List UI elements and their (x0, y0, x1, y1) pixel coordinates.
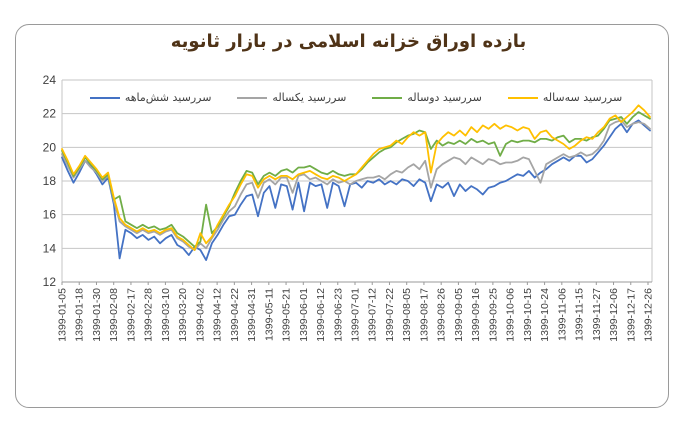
x-axis-tick-label: 1399-08-05 (401, 288, 413, 342)
x-axis-tick-label: 1399-07-12 (367, 288, 379, 342)
series-line (61, 111, 651, 248)
x-axis-tick-label: 1399-12-17 (625, 288, 637, 342)
y-axis-tick-label: 24 (43, 73, 57, 87)
x-axis-tick-label: 1399-08-26 (436, 288, 448, 342)
legend-item-0: سررسید شش‌ماهه (89, 91, 212, 104)
x-axis-tick-label: 1399-04-31 (246, 288, 258, 342)
chart-legend: سررسید شش‌ماهه سررسید یکساله سررسید دوساله… (70, 91, 642, 104)
x-axis-tick-label: 1399-10-15 (522, 288, 534, 342)
chart-title: بازده اوراق خزانه اسلامی در بازار ثانویه (170, 31, 527, 52)
x-axis-tick-label: 1399-06-12 (315, 288, 327, 342)
legend-item-label: سررسید شش‌ماهه (124, 91, 212, 104)
x-axis-tick-label: 1399-09-05 (453, 288, 465, 342)
legend-key-line (237, 96, 268, 99)
series-line (61, 119, 651, 262)
y-axis-tick-label: 16 (43, 208, 57, 222)
legend-item-label: سررسید دوساله (407, 91, 482, 104)
y-axis-tick-label: 18 (43, 174, 57, 188)
x-axis-tick-label: 1399-06-23 (332, 288, 344, 342)
x-axis-tick-label: 1399-01-30 (91, 288, 103, 342)
legend-key-line (372, 96, 403, 99)
x-axis-tick-label: 1399-02-17 (125, 288, 137, 342)
y-axis-tick-label: 14 (43, 241, 57, 255)
x-axis-tick-label: 1399-04-12 (212, 288, 224, 342)
legend-key-line (89, 96, 120, 99)
x-axis-tick-label: 1399-04-22 (229, 288, 241, 342)
y-axis-tick-label: 20 (43, 140, 57, 154)
x-axis-tick-label: 1399-06-01 (298, 288, 310, 342)
legend-item-1: سررسید یکساله (237, 91, 346, 104)
x-axis-tick-label: 1399-11-27 (591, 288, 603, 341)
legend-item-3: سررسید سه‌ساله (507, 91, 623, 104)
x-axis-tick-label: 1399-05-11 (263, 288, 275, 341)
legend-item-label: سررسید سه‌ساله (542, 91, 623, 104)
x-axis-tick-label: 1399-02-28 (143, 288, 155, 342)
y-axis-tick-label: 12 (43, 275, 57, 289)
legend-key-line (507, 96, 538, 99)
x-axis-tick-label: 1399-02-08 (108, 288, 120, 342)
legend-item-label: سررسید یکساله (272, 91, 347, 104)
x-axis-tick-label: 1399-07-22 (384, 288, 396, 342)
series-line (61, 119, 651, 251)
x-axis-tick-label: 1399-10-06 (505, 288, 517, 342)
x-axis-tick-label: 1399-08-17 (418, 288, 430, 342)
x-axis-tick-label: 1399-09-25 (487, 288, 499, 342)
legend-item-2: سررسید دوساله (372, 91, 482, 104)
x-axis-tick-label: 1399-01-18 (74, 288, 86, 342)
x-axis-tick-label: 1399-12-06 (608, 288, 620, 342)
x-axis-tick-label: 1399-03-20 (177, 288, 189, 342)
x-axis-tick-label: 1399-11-15 (574, 288, 586, 341)
x-axis-tick-label: 1399-12-26 (643, 288, 655, 342)
series-line (61, 104, 651, 251)
x-axis-tick-label: 1399-05-21 (281, 288, 293, 342)
x-axis-tick-label: 1399-04-02 (194, 288, 206, 342)
x-axis-tick-label: 1399-01-05 (57, 288, 69, 342)
y-axis-tick-label: 22 (43, 107, 57, 121)
x-axis-tick-label: 1399-03-10 (160, 288, 172, 342)
x-axis-tick-label: 1399-10-24 (539, 288, 551, 342)
x-axis-tick-label: 1399-09-16 (470, 288, 482, 342)
x-axis-tick-label: 1399-11-06 (556, 288, 568, 341)
x-axis-tick-label: 1399-07-01 (350, 288, 362, 342)
